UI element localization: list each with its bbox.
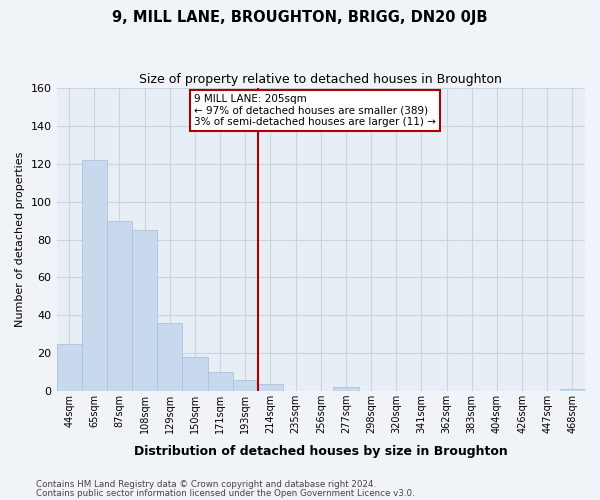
- Bar: [560, 389, 585, 391]
- Bar: [233, 380, 258, 391]
- Title: Size of property relative to detached houses in Broughton: Size of property relative to detached ho…: [139, 72, 502, 86]
- Bar: [107, 220, 132, 391]
- Bar: [334, 388, 359, 391]
- Bar: [132, 230, 157, 391]
- Y-axis label: Number of detached properties: Number of detached properties: [15, 152, 25, 328]
- Text: Contains HM Land Registry data © Crown copyright and database right 2024.: Contains HM Land Registry data © Crown c…: [36, 480, 376, 489]
- Bar: [56, 344, 82, 391]
- Text: Contains public sector information licensed under the Open Government Licence v3: Contains public sector information licen…: [36, 490, 415, 498]
- Bar: [82, 160, 107, 391]
- X-axis label: Distribution of detached houses by size in Broughton: Distribution of detached houses by size …: [134, 444, 508, 458]
- Text: 9, MILL LANE, BROUGHTON, BRIGG, DN20 0JB: 9, MILL LANE, BROUGHTON, BRIGG, DN20 0JB: [112, 10, 488, 25]
- Bar: [182, 357, 208, 391]
- Bar: [208, 372, 233, 391]
- Text: 9 MILL LANE: 205sqm
← 97% of detached houses are smaller (389)
3% of semi-detach: 9 MILL LANE: 205sqm ← 97% of detached ho…: [194, 94, 436, 128]
- Bar: [157, 323, 182, 391]
- Bar: [258, 384, 283, 391]
